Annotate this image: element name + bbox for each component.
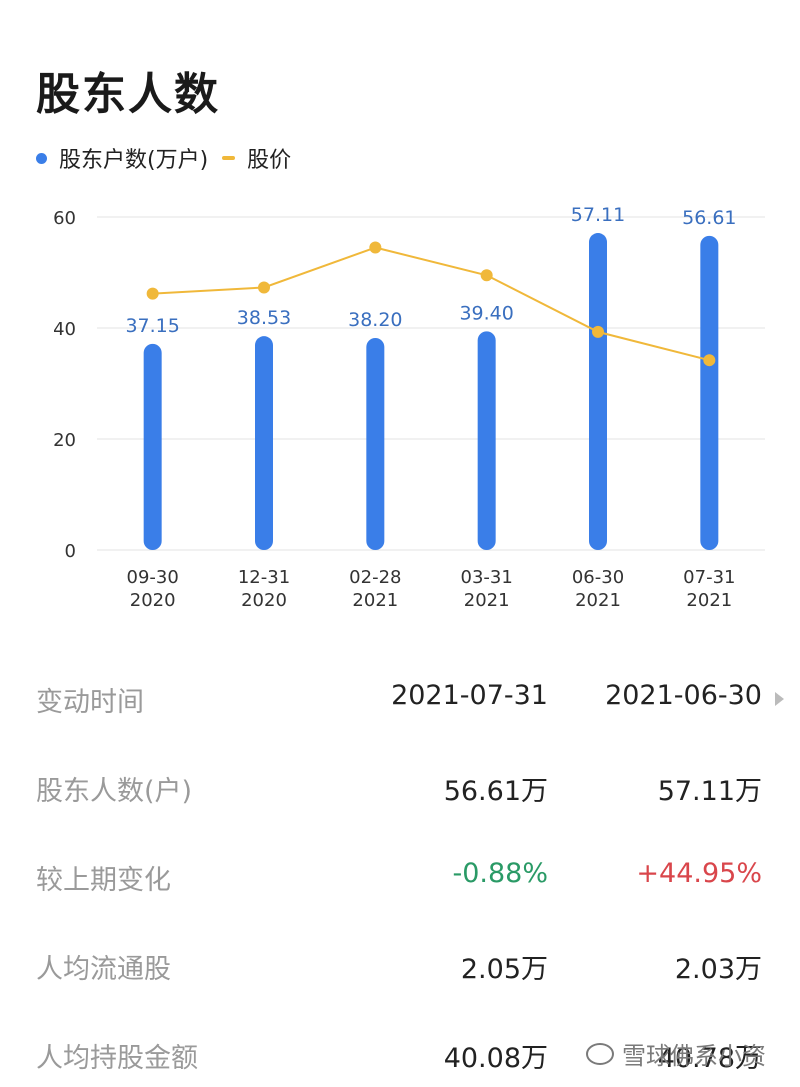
bar: [589, 233, 607, 551]
x-tick-label: 06-30: [572, 567, 624, 588]
x-tick-year-label: 2021: [464, 590, 510, 611]
bar-value-label: 39.40: [459, 302, 513, 324]
x-tick-year-label: 2020: [130, 590, 176, 611]
x-tick-label: 07-31: [683, 567, 735, 588]
price-point: [146, 287, 159, 300]
table-header-row: 变动时间 2021-07-31 2021-06-30: [0, 668, 800, 728]
bar-legend-marker: [36, 152, 47, 164]
next-period-arrow-icon[interactable]: [775, 692, 784, 706]
x-tick-year-label: 2021: [686, 590, 732, 611]
table-row: 人均流通股 2.05万 2.03万: [0, 935, 800, 995]
header-date-2: 2021-06-30: [605, 680, 762, 711]
x-tick-year-label: 2021: [575, 590, 621, 611]
header-date-1: 2021-07-31: [391, 680, 548, 711]
row-label: 股东人数(户): [36, 776, 193, 807]
line-legend-marker: [222, 156, 236, 160]
row-value-2: 40.78万: [657, 1043, 762, 1074]
y-tick-label: 40: [53, 319, 76, 340]
price-point: [592, 325, 604, 338]
bar: [366, 337, 385, 550]
shareholder-chart: 0 20 40 60 37.15 38.53 38.20 39.40 57.11 56.61 09-…: [53, 204, 765, 611]
bar-value-label: 38.20: [348, 309, 402, 331]
bar-value-label: 38.53: [237, 307, 291, 329]
watermark-text: 雪球佛系小资: [622, 1042, 766, 1070]
x-tick-label: 12-31: [238, 567, 290, 588]
bar-legend-label: 股东户数(万户): [59, 148, 209, 173]
bar: [255, 336, 273, 550]
price-point: [258, 281, 270, 294]
x-tick-year-label: 2021: [352, 590, 398, 611]
row-value-1: -0.88%: [452, 858, 548, 889]
price-line: [152, 246, 710, 362]
price-point: [480, 269, 493, 282]
table-row: 股东人数(户) 56.61万 57.11万: [0, 757, 800, 817]
line-legend-label: 股价: [247, 148, 292, 173]
price-point: [703, 354, 716, 367]
x-tick-year-label: 2020: [241, 590, 287, 611]
row-value-2: 57.11万: [657, 776, 762, 807]
page-title: 股东人数: [36, 69, 220, 120]
row-label: 人均流通股: [36, 954, 171, 985]
chart-legend: 股东户数(万户) 股价: [36, 142, 291, 174]
row-value-2: 2.03万: [674, 954, 762, 985]
wechat-icon: [586, 1042, 614, 1065]
row-value-1: 2.05万: [460, 954, 548, 985]
watermark: 雪球佛系小资: [586, 1036, 766, 1071]
table-row: 较上期变化 -0.88% +44.95%: [0, 846, 800, 906]
x-tick-label: 03-31: [461, 567, 513, 588]
bar-value-label: 56.61: [682, 207, 736, 229]
row-label: 人均持股金额: [36, 1043, 198, 1074]
table-row: 人均持股金额 40.08万 40.78万: [0, 1024, 800, 1084]
header-label: 变动时间: [36, 687, 144, 718]
bar: [700, 235, 719, 550]
price-point: [369, 241, 382, 254]
y-tick-label: 0: [65, 541, 76, 562]
row-value-1: 56.61万: [443, 776, 548, 807]
bar: [477, 331, 496, 550]
bar-value-label: 57.11: [571, 204, 625, 226]
y-tick-label: 20: [53, 430, 76, 451]
x-tick-label: 09-30: [127, 567, 179, 588]
row-label: 较上期变化: [36, 865, 171, 896]
x-tick-label: 02-28: [349, 567, 401, 588]
bar-value-label: 37.15: [125, 315, 179, 337]
row-value-2: +44.95%: [636, 858, 762, 889]
y-tick-label: 60: [53, 208, 76, 229]
bar: [143, 343, 162, 550]
row-value-1: 40.08万: [443, 1043, 548, 1074]
